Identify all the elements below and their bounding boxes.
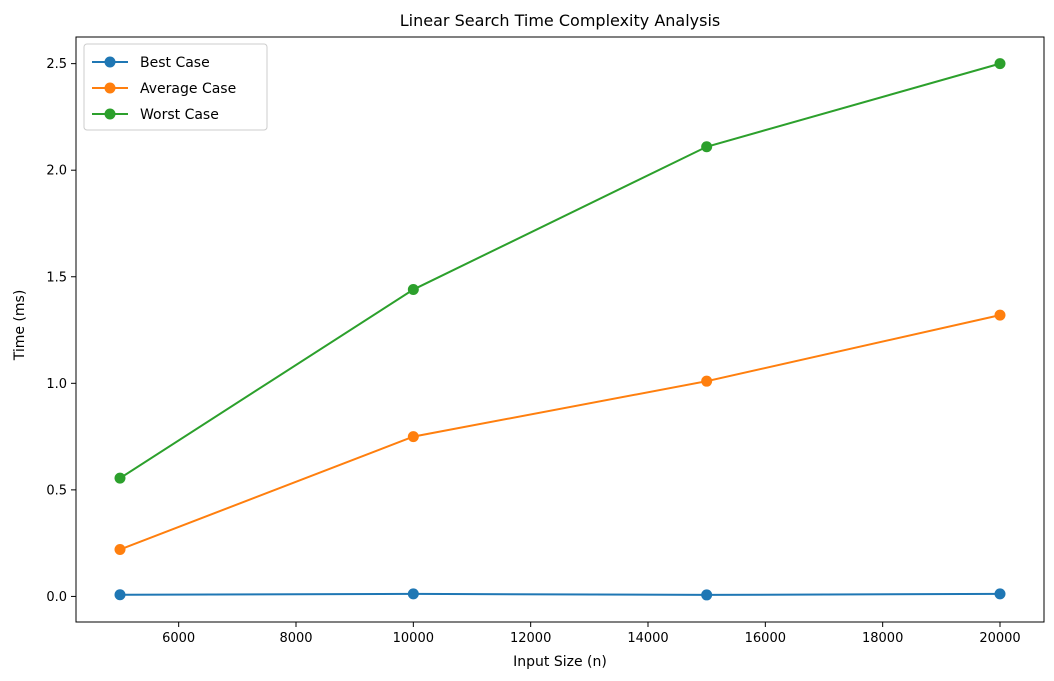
x-tick-label: 16000 (745, 631, 786, 646)
data-point-worst-case (114, 472, 126, 484)
y-tick-label: 0.5 (46, 483, 67, 498)
x-tick-label: 10000 (393, 631, 434, 646)
x-tick-label: 6000 (162, 631, 195, 646)
y-tick-label: 0.0 (46, 590, 67, 605)
legend-label-average-case: Average Case (140, 81, 236, 97)
data-point-best-case (701, 589, 713, 601)
data-point-average-case (701, 375, 713, 387)
legend-label-best-case: Best Case (140, 55, 210, 71)
series-line-best-case (119, 592, 1001, 596)
legend-marker-best-case (104, 56, 116, 68)
data-point-best-case (114, 589, 126, 601)
legend-label-worst-case: Worst Case (140, 107, 219, 123)
y-tick-label: 2.0 (46, 164, 67, 179)
x-tick-label: 18000 (862, 631, 903, 646)
plot-area: 6000 8000 10000 12000 14000 16000 18000 20000 0.… (46, 36, 1045, 646)
legend: Best Case Average Case Worst Case (83, 43, 268, 131)
data-point-best-case (994, 588, 1006, 600)
data-point-average-case (407, 431, 419, 443)
y-tick-label: 2.5 (46, 57, 67, 72)
x-tick-label: 20000 (979, 631, 1020, 646)
legend-frame (83, 43, 268, 131)
x-tick-label: 14000 (627, 631, 668, 646)
data-point-worst-case (407, 284, 419, 296)
series-line-average-case (119, 314, 1001, 551)
data-point-best-case (407, 588, 419, 600)
x-tick-label: 8000 (279, 631, 312, 646)
series-line-worst-case (119, 62, 1001, 479)
data-point-worst-case (701, 141, 713, 153)
data-point-average-case (114, 544, 126, 556)
data-point-worst-case (994, 58, 1006, 70)
legend-marker-worst-case (104, 108, 116, 120)
x-axis-label: Input Size (n) (513, 654, 607, 670)
y-axis-label: Time (ms) (12, 290, 28, 362)
plot-frame (75, 36, 1045, 623)
data-point-average-case (994, 309, 1006, 321)
y-tick-label: 1.5 (46, 270, 67, 285)
y-tick-label: 1.0 (46, 377, 67, 392)
chart-title: Linear Search Time Complexity Analysis (400, 11, 720, 30)
legend-marker-average-case (104, 82, 116, 94)
x-tick-label: 12000 (510, 631, 551, 646)
